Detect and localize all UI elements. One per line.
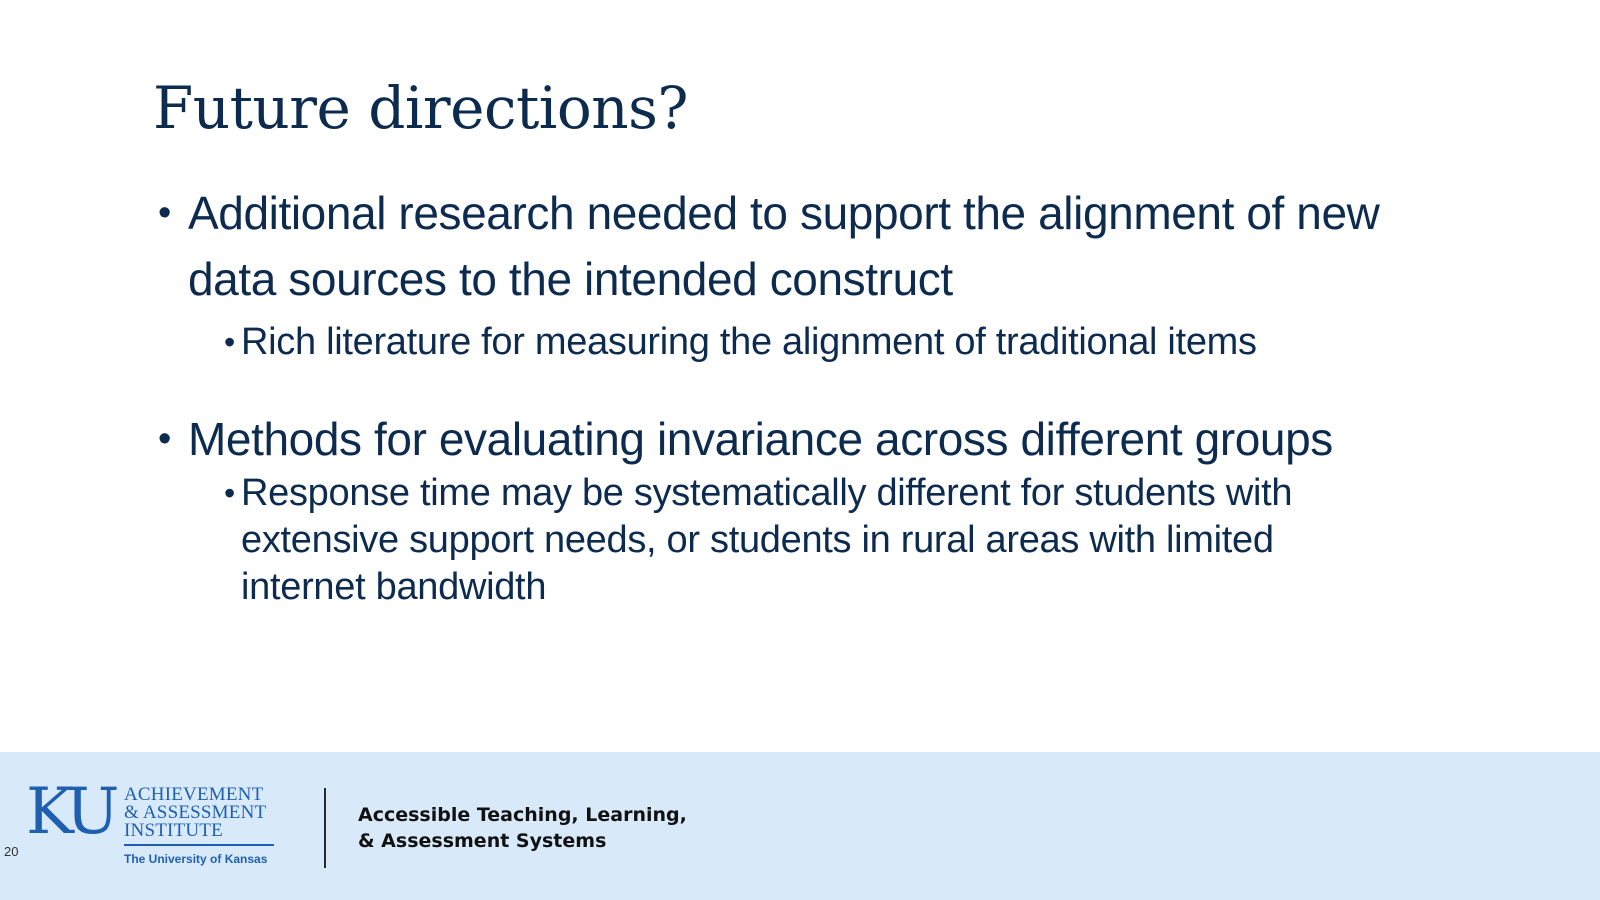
sub-bullet-marker: • [224, 475, 236, 511]
bullet-text: Additional research needed to support th… [188, 187, 1380, 305]
sub-bullet-item-1-1: • Rich literature for measuring the alig… [224, 319, 1404, 366]
tagline-line-2: & Assessment Systems [358, 830, 607, 852]
institute-line-1: ACHIEVEMENT [124, 784, 264, 805]
institute-line-3: INSTITUTE [124, 820, 223, 841]
ku-aai-logo: KU ACHIEVEMENT & ASSESSMENT INSTITUTE Th… [26, 775, 276, 872]
sub-bullet-text: Rich literature for measuring the alignm… [241, 321, 1257, 363]
footer-divider [324, 788, 326, 868]
bullet-marker: • [158, 418, 172, 460]
university-name: The University of Kansas [124, 852, 268, 866]
slide-footer: KU ACHIEVEMENT & ASSESSMENT INSTITUTE Th… [0, 752, 1600, 900]
sub-bullet-text: Response time may be systematically diff… [241, 472, 1293, 608]
atlas-tagline: Accessible Teaching, Learning, & Assessm… [358, 802, 687, 854]
logo-divider-line [124, 844, 274, 846]
bullet-marker: • [158, 192, 172, 234]
page-number: 20 [4, 844, 19, 859]
ku-logo-mark: KU [26, 775, 120, 849]
sub-bullet-marker: • [224, 324, 236, 360]
tagline-line-1: Accessible Teaching, Learning, [358, 804, 687, 826]
sub-bullet-item-2-1: • Response time may be systematically di… [224, 470, 1404, 611]
slide-title: Future directions? [153, 74, 688, 142]
bullet-item-1: • Additional research needed to support … [158, 180, 1448, 312]
institute-name: ACHIEVEMENT & ASSESSMENT INSTITUTE [124, 784, 267, 841]
bullet-item-2: • Methods for evaluating invariance acro… [158, 406, 1448, 472]
institute-line-2: & ASSESSMENT [124, 802, 267, 823]
bullet-text: Methods for evaluating invariance across… [188, 413, 1333, 465]
